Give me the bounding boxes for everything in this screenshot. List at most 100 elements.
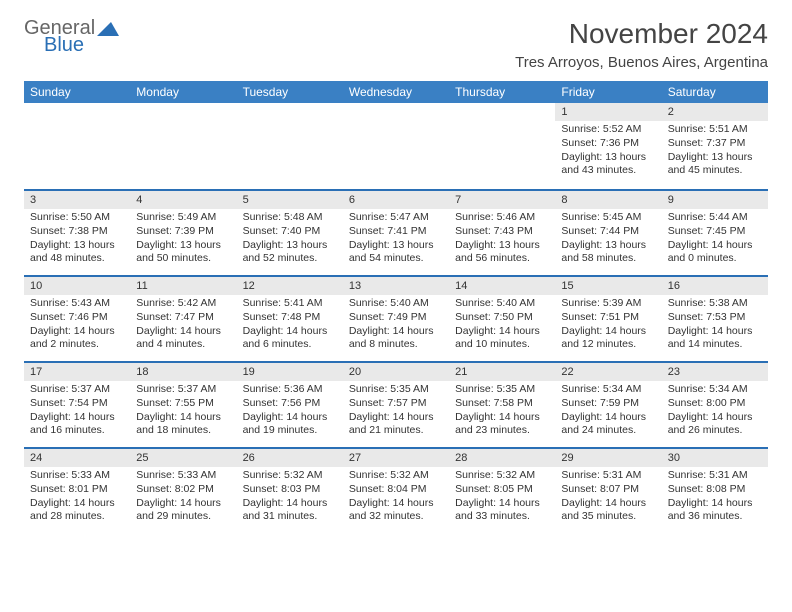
day-number: 28 bbox=[449, 449, 555, 467]
daylight-text-2: and 26 minutes. bbox=[668, 424, 762, 438]
week-row: 10Sunrise: 5:43 AMSunset: 7:46 PMDayligh… bbox=[24, 275, 768, 361]
day-body bbox=[130, 121, 236, 127]
daylight-text-2: and 18 minutes. bbox=[136, 424, 230, 438]
daylight-text-2: and 33 minutes. bbox=[455, 510, 549, 524]
day-number: 3 bbox=[24, 191, 130, 209]
daylight-text-2: and 24 minutes. bbox=[561, 424, 655, 438]
sunrise-text: Sunrise: 5:40 AM bbox=[455, 297, 549, 311]
sunrise-text: Sunrise: 5:51 AM bbox=[668, 123, 762, 137]
daylight-text-1: Daylight: 13 hours bbox=[455, 239, 549, 253]
day-number: 16 bbox=[662, 277, 768, 295]
day-cell: 22Sunrise: 5:34 AMSunset: 7:59 PMDayligh… bbox=[555, 361, 661, 447]
daylight-text-1: Daylight: 13 hours bbox=[349, 239, 443, 253]
day-body: Sunrise: 5:31 AMSunset: 8:08 PMDaylight:… bbox=[662, 467, 768, 528]
day-body: Sunrise: 5:40 AMSunset: 7:50 PMDaylight:… bbox=[449, 295, 555, 356]
daylight-text-1: Daylight: 14 hours bbox=[30, 497, 124, 511]
daylight-text-1: Daylight: 14 hours bbox=[668, 239, 762, 253]
day-cell: 1Sunrise: 5:52 AMSunset: 7:36 PMDaylight… bbox=[555, 103, 661, 189]
day-number: 8 bbox=[555, 191, 661, 209]
sunset-text: Sunset: 7:38 PM bbox=[30, 225, 124, 239]
sunrise-text: Sunrise: 5:48 AM bbox=[243, 211, 337, 225]
sunset-text: Sunset: 7:58 PM bbox=[455, 397, 549, 411]
sunrise-text: Sunrise: 5:36 AM bbox=[243, 383, 337, 397]
location: Tres Arroyos, Buenos Aires, Argentina bbox=[515, 54, 768, 71]
sunrise-text: Sunrise: 5:47 AM bbox=[349, 211, 443, 225]
sunset-text: Sunset: 7:57 PM bbox=[349, 397, 443, 411]
daylight-text-1: Daylight: 13 hours bbox=[136, 239, 230, 253]
daylight-text-2: and 6 minutes. bbox=[243, 338, 337, 352]
daylight-text-1: Daylight: 14 hours bbox=[455, 325, 549, 339]
day-body: Sunrise: 5:42 AMSunset: 7:47 PMDaylight:… bbox=[130, 295, 236, 356]
week-row: 17Sunrise: 5:37 AMSunset: 7:54 PMDayligh… bbox=[24, 361, 768, 447]
day-body: Sunrise: 5:50 AMSunset: 7:38 PMDaylight:… bbox=[24, 209, 130, 270]
day-body bbox=[343, 121, 449, 127]
day-cell bbox=[24, 103, 130, 189]
day-cell: 29Sunrise: 5:31 AMSunset: 8:07 PMDayligh… bbox=[555, 447, 661, 533]
day-cell: 15Sunrise: 5:39 AMSunset: 7:51 PMDayligh… bbox=[555, 275, 661, 361]
sunset-text: Sunset: 8:01 PM bbox=[30, 483, 124, 497]
daylight-text-2: and 23 minutes. bbox=[455, 424, 549, 438]
day-number: 26 bbox=[237, 449, 343, 467]
day-number: 21 bbox=[449, 363, 555, 381]
sunset-text: Sunset: 8:04 PM bbox=[349, 483, 443, 497]
day-cell: 14Sunrise: 5:40 AMSunset: 7:50 PMDayligh… bbox=[449, 275, 555, 361]
calendar: Sunday Monday Tuesday Wednesday Thursday… bbox=[24, 81, 768, 533]
day-number: 24 bbox=[24, 449, 130, 467]
daylight-text-2: and 31 minutes. bbox=[243, 510, 337, 524]
day-number: 2 bbox=[662, 103, 768, 121]
day-body: Sunrise: 5:36 AMSunset: 7:56 PMDaylight:… bbox=[237, 381, 343, 442]
day-cell: 30Sunrise: 5:31 AMSunset: 8:08 PMDayligh… bbox=[662, 447, 768, 533]
daylight-text-1: Daylight: 14 hours bbox=[455, 411, 549, 425]
sunrise-text: Sunrise: 5:42 AM bbox=[136, 297, 230, 311]
daylight-text-2: and 0 minutes. bbox=[668, 252, 762, 266]
daylight-text-1: Daylight: 14 hours bbox=[455, 497, 549, 511]
day-body: Sunrise: 5:35 AMSunset: 7:58 PMDaylight:… bbox=[449, 381, 555, 442]
day-cell: 13Sunrise: 5:40 AMSunset: 7:49 PMDayligh… bbox=[343, 275, 449, 361]
daylight-text-2: and 19 minutes. bbox=[243, 424, 337, 438]
daylight-text-1: Daylight: 13 hours bbox=[668, 151, 762, 165]
day-number: 23 bbox=[662, 363, 768, 381]
day-body: Sunrise: 5:32 AMSunset: 8:05 PMDaylight:… bbox=[449, 467, 555, 528]
daylight-text-1: Daylight: 14 hours bbox=[349, 497, 443, 511]
day-number: 9 bbox=[662, 191, 768, 209]
daylight-text-1: Daylight: 14 hours bbox=[136, 497, 230, 511]
sunrise-text: Sunrise: 5:32 AM bbox=[455, 469, 549, 483]
day-number: 14 bbox=[449, 277, 555, 295]
sunrise-text: Sunrise: 5:52 AM bbox=[561, 123, 655, 137]
day-number: 18 bbox=[130, 363, 236, 381]
daylight-text-1: Daylight: 14 hours bbox=[243, 325, 337, 339]
day-number: 25 bbox=[130, 449, 236, 467]
sunset-text: Sunset: 7:37 PM bbox=[668, 137, 762, 151]
day-number: 5 bbox=[237, 191, 343, 209]
day-body: Sunrise: 5:40 AMSunset: 7:49 PMDaylight:… bbox=[343, 295, 449, 356]
day-cell: 11Sunrise: 5:42 AMSunset: 7:47 PMDayligh… bbox=[130, 275, 236, 361]
day-number: 11 bbox=[130, 277, 236, 295]
sunset-text: Sunset: 8:07 PM bbox=[561, 483, 655, 497]
daylight-text-2: and 54 minutes. bbox=[349, 252, 443, 266]
day-body: Sunrise: 5:51 AMSunset: 7:37 PMDaylight:… bbox=[662, 121, 768, 182]
daylight-text-1: Daylight: 14 hours bbox=[136, 411, 230, 425]
day-number: 4 bbox=[130, 191, 236, 209]
day-cell bbox=[449, 103, 555, 189]
day-number: 19 bbox=[237, 363, 343, 381]
day-body: Sunrise: 5:32 AMSunset: 8:04 PMDaylight:… bbox=[343, 467, 449, 528]
day-number: 6 bbox=[343, 191, 449, 209]
sunrise-text: Sunrise: 5:49 AM bbox=[136, 211, 230, 225]
day-body: Sunrise: 5:47 AMSunset: 7:41 PMDaylight:… bbox=[343, 209, 449, 270]
sunrise-text: Sunrise: 5:32 AM bbox=[349, 469, 443, 483]
day-body: Sunrise: 5:34 AMSunset: 7:59 PMDaylight:… bbox=[555, 381, 661, 442]
day-body: Sunrise: 5:32 AMSunset: 8:03 PMDaylight:… bbox=[237, 467, 343, 528]
day-cell: 24Sunrise: 5:33 AMSunset: 8:01 PMDayligh… bbox=[24, 447, 130, 533]
daylight-text-1: Daylight: 14 hours bbox=[561, 497, 655, 511]
sunrise-text: Sunrise: 5:41 AM bbox=[243, 297, 337, 311]
daylight-text-1: Daylight: 14 hours bbox=[349, 411, 443, 425]
day-cell: 2Sunrise: 5:51 AMSunset: 7:37 PMDaylight… bbox=[662, 103, 768, 189]
sunset-text: Sunset: 7:39 PM bbox=[136, 225, 230, 239]
sunrise-text: Sunrise: 5:50 AM bbox=[30, 211, 124, 225]
sunset-text: Sunset: 8:03 PM bbox=[243, 483, 337, 497]
daylight-text-2: and 48 minutes. bbox=[30, 252, 124, 266]
sunset-text: Sunset: 7:44 PM bbox=[561, 225, 655, 239]
sunrise-text: Sunrise: 5:39 AM bbox=[561, 297, 655, 311]
day-cell: 26Sunrise: 5:32 AMSunset: 8:03 PMDayligh… bbox=[237, 447, 343, 533]
day-body: Sunrise: 5:33 AMSunset: 8:01 PMDaylight:… bbox=[24, 467, 130, 528]
